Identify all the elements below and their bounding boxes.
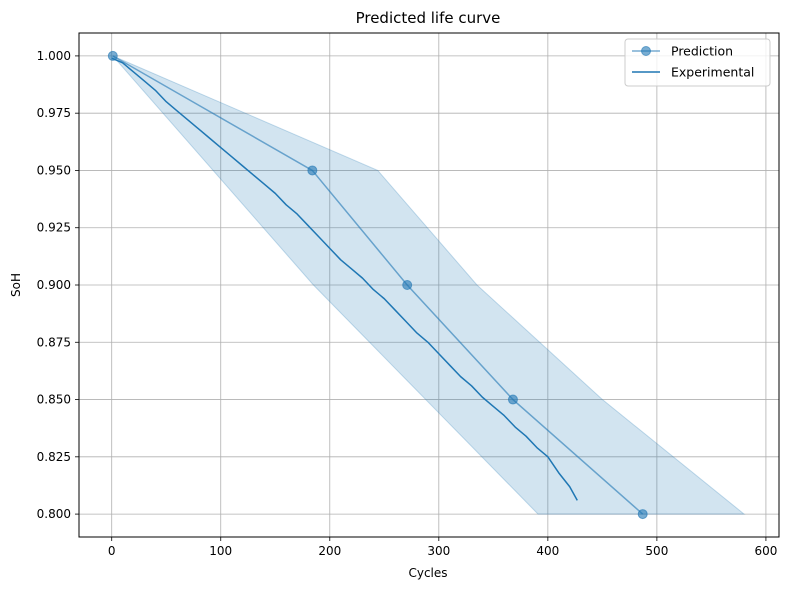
legend-box — [624, 38, 771, 87]
y-tick-label-7: 0.975 — [37, 106, 71, 120]
legend-marker-prediction — [641, 46, 651, 56]
y-axis-label: SoH — [9, 273, 23, 297]
prediction-point-2 — [402, 280, 413, 290]
prediction-point-4 — [637, 509, 648, 520]
y-tick-label-3: 0.875 — [37, 335, 71, 349]
y-tick-label-5: 0.925 — [37, 221, 71, 235]
y-tick-label-2: 0.850 — [37, 393, 71, 407]
x-tick-label-1: 100 — [209, 544, 232, 558]
x-tick-label-2: 200 — [318, 544, 341, 558]
y-tick-label-6: 0.950 — [37, 163, 71, 177]
experimental-line — [111, 57, 578, 501]
x-tick-label-6: 600 — [754, 544, 777, 558]
legend-label-prediction: Prediction — [671, 44, 733, 59]
x-axis-ticks: 0 100 200 300 400 500 600 — [108, 537, 777, 558]
prediction-point-1 — [307, 165, 318, 176]
legend: Prediction Experimental — [624, 38, 771, 87]
prediction-point-0 — [107, 50, 118, 61]
y-axis-ticks: 0.800 0.825 0.850 0.875 0.900 0.925 0.950 0.975… — [37, 49, 79, 521]
x-tick-label-0: 0 — [108, 544, 116, 558]
confidence-band-area — [112, 55, 746, 515]
legend-label-experimental: Experimental — [671, 65, 754, 80]
y-tick-label-8: 1.000 — [37, 49, 71, 63]
x-tick-label-4: 400 — [536, 544, 559, 558]
y-tick-label-1: 0.825 — [37, 450, 71, 464]
prediction-point-3 — [507, 394, 518, 405]
chart-title: Predicted life curve — [356, 9, 501, 27]
y-tick-label-0: 0.800 — [37, 507, 71, 521]
grid — [79, 33, 779, 537]
series-layer — [107, 50, 648, 520]
x-tick-label-5: 500 — [645, 544, 668, 558]
x-axis-label: Cycles — [408, 566, 447, 580]
y-tick-label-4: 0.900 — [37, 278, 71, 292]
x-tick-label-3: 300 — [427, 544, 450, 558]
confidence-band — [112, 55, 746, 515]
